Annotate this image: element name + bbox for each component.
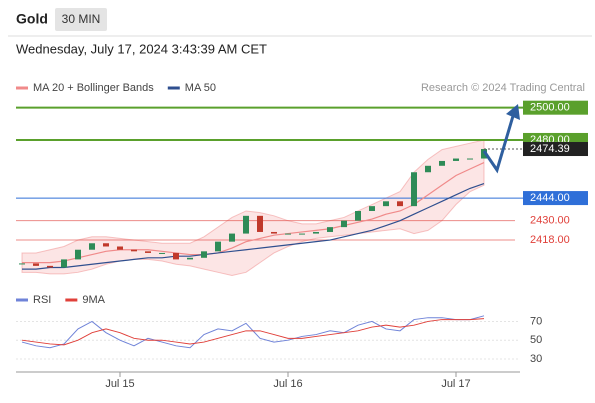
candle bbox=[271, 231, 277, 234]
candle bbox=[19, 263, 25, 265]
series-line bbox=[22, 162, 485, 264]
candle bbox=[285, 233, 291, 235]
legend-swatch bbox=[16, 298, 28, 302]
candle bbox=[117, 246, 123, 250]
candle bbox=[61, 259, 67, 268]
series-line bbox=[21, 318, 485, 346]
candle bbox=[33, 263, 39, 266]
legend-label: MA 50 bbox=[185, 82, 216, 94]
y-tick-label: 30 bbox=[530, 353, 542, 365]
timestamp: Wednesday, July 17, 2024 3:43:39 AM CET bbox=[16, 41, 267, 56]
legend-swatch bbox=[167, 86, 180, 90]
y-tick-label: 70 bbox=[530, 315, 542, 327]
candle bbox=[425, 165, 431, 173]
legend-swatch bbox=[16, 86, 28, 90]
candle bbox=[383, 201, 389, 207]
candle bbox=[187, 257, 193, 260]
candle bbox=[75, 249, 81, 260]
candle bbox=[481, 149, 487, 159]
candle bbox=[103, 243, 109, 247]
source: Research © 2024 Trading Central bbox=[421, 82, 585, 94]
candle bbox=[229, 233, 235, 242]
candle bbox=[173, 252, 179, 260]
current-price-box bbox=[523, 142, 588, 157]
bollinger-band bbox=[21, 139, 485, 277]
interval-label: 30 MIN bbox=[62, 12, 101, 26]
candle bbox=[159, 252, 165, 254]
current-price-label: 2474.39 bbox=[530, 143, 570, 155]
candle bbox=[89, 243, 95, 250]
series-line bbox=[21, 315, 485, 349]
level-label: 2444.00 bbox=[530, 192, 570, 204]
candle bbox=[47, 265, 53, 268]
interval-button[interactable] bbox=[55, 8, 107, 31]
legend-label: 9MA bbox=[82, 294, 105, 306]
legend-label: MA 20 + Bollinger Bands bbox=[33, 82, 154, 94]
candle bbox=[439, 160, 445, 166]
candle bbox=[467, 158, 473, 160]
level-label: 2418.00 bbox=[530, 234, 570, 246]
series-line bbox=[22, 182, 485, 270]
candle bbox=[355, 210, 361, 221]
candle bbox=[145, 251, 151, 253]
candle bbox=[327, 227, 333, 232]
level-label: 2430.00 bbox=[530, 215, 570, 227]
level-label-box bbox=[523, 191, 588, 206]
candle bbox=[201, 251, 207, 258]
candle bbox=[299, 233, 305, 235]
x-tick-label: Jul 17 bbox=[441, 378, 470, 390]
level-label: 2500.00 bbox=[530, 102, 570, 114]
candle bbox=[313, 231, 319, 234]
projection-arrow-head bbox=[506, 104, 520, 120]
candle bbox=[411, 172, 417, 207]
candle bbox=[215, 241, 221, 252]
level-label-box bbox=[523, 100, 588, 115]
candle bbox=[243, 215, 249, 234]
candle bbox=[257, 215, 263, 232]
legend-swatch bbox=[65, 298, 78, 302]
projection-arrow bbox=[482, 115, 515, 174]
instrument-title: Gold bbox=[16, 11, 48, 27]
candle bbox=[453, 158, 459, 161]
candle bbox=[397, 201, 403, 207]
legend-label: RSI bbox=[33, 294, 51, 306]
x-tick-label: Jul 16 bbox=[273, 378, 302, 390]
x-tick-label: Jul 15 bbox=[105, 378, 134, 390]
y-tick-label: 50 bbox=[530, 334, 542, 346]
candle bbox=[341, 220, 347, 228]
candle bbox=[131, 249, 137, 252]
candle bbox=[369, 206, 375, 211]
